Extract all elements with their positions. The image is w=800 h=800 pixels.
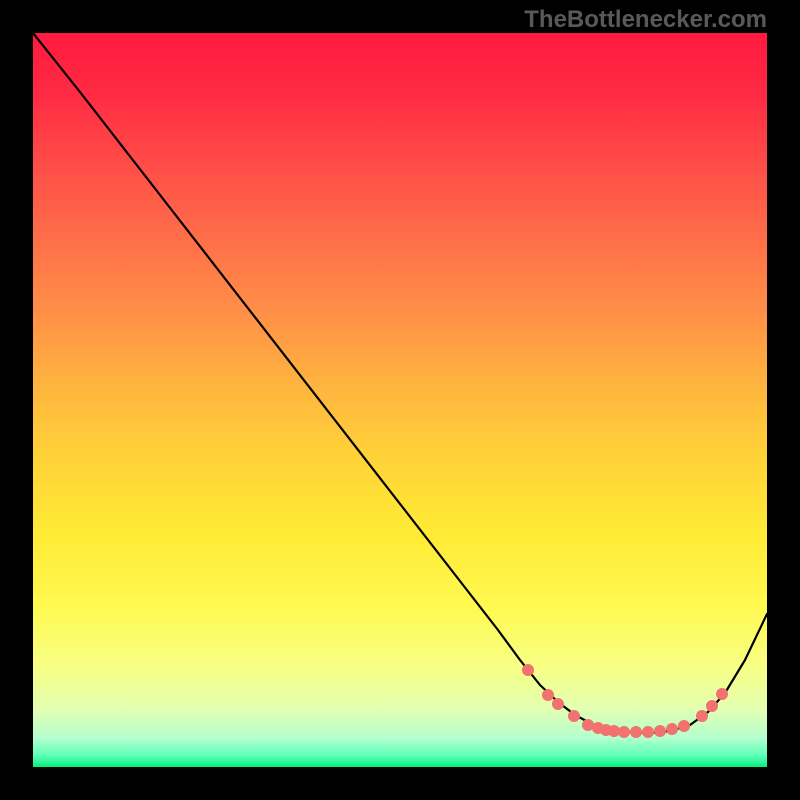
data-marker — [697, 711, 708, 722]
data-marker — [583, 720, 594, 731]
chart-svg — [33, 33, 767, 767]
data-marker — [553, 699, 564, 710]
data-marker — [707, 701, 718, 712]
data-marker — [643, 727, 654, 738]
bottleneck-curve — [33, 33, 767, 733]
chart-canvas: TheBottlenecker.com — [0, 0, 800, 800]
plot-area — [33, 33, 767, 767]
watermark-text: TheBottlenecker.com — [524, 6, 767, 34]
data-marker — [667, 724, 678, 735]
data-marker — [543, 690, 554, 701]
data-marker — [655, 726, 666, 737]
data-marker — [619, 727, 630, 738]
data-marker — [717, 689, 728, 700]
data-marker — [679, 721, 690, 732]
marker-group — [523, 665, 728, 738]
data-marker — [609, 726, 620, 737]
data-marker — [631, 727, 642, 738]
data-marker — [569, 711, 580, 722]
data-marker — [523, 665, 534, 676]
